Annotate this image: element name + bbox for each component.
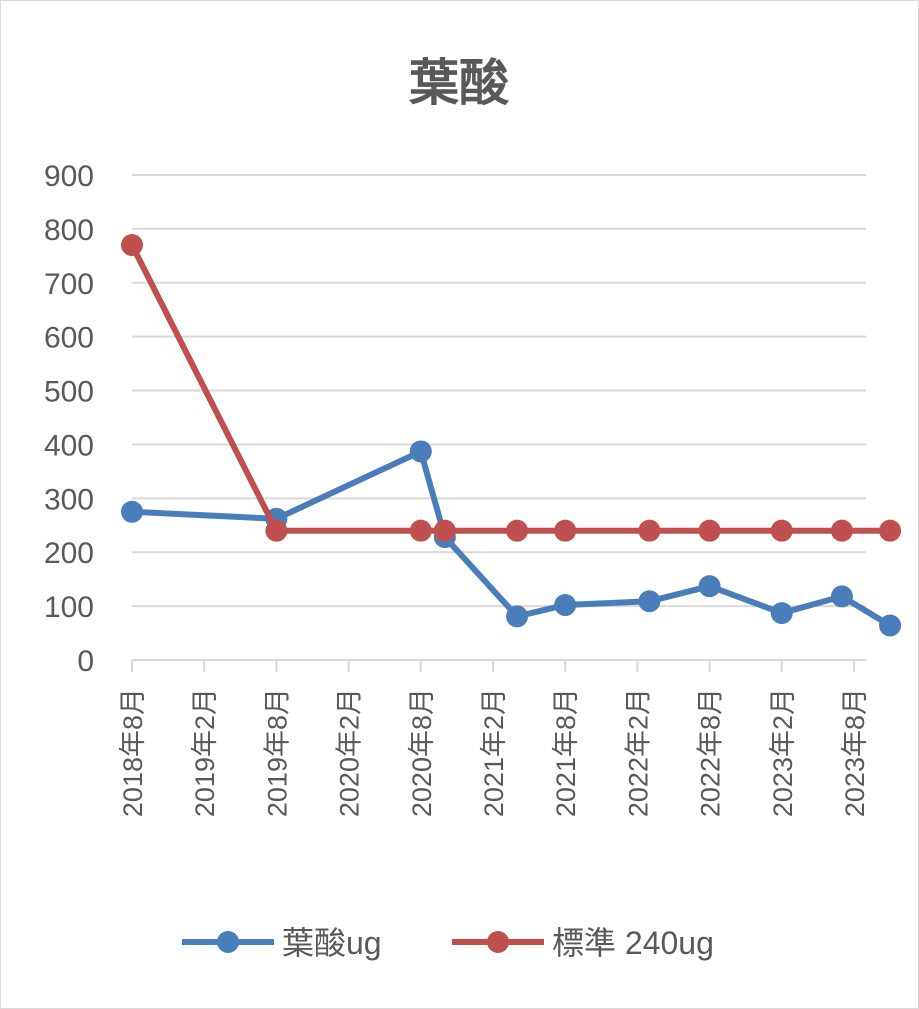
series-2 bbox=[121, 234, 902, 542]
data-point bbox=[409, 440, 432, 463]
x-tick-label: 2022年8月 bbox=[696, 688, 726, 817]
y-tick-label: 600 bbox=[44, 322, 94, 355]
x-tick-label: 2023年8月 bbox=[840, 688, 870, 817]
x-tick-label: 2021年8月 bbox=[551, 688, 581, 817]
y-tick-label: 800 bbox=[44, 214, 94, 247]
data-point bbox=[554, 519, 577, 542]
series-group bbox=[121, 234, 902, 637]
x-tick-label: 2018年8月 bbox=[118, 688, 148, 817]
x-tick-label: 2023年2月 bbox=[768, 688, 798, 817]
legend-marker bbox=[487, 931, 509, 953]
legend-item-1: 葉酸ug bbox=[182, 925, 382, 961]
data-point bbox=[698, 519, 721, 542]
legend-label: 標準 240ug bbox=[552, 925, 714, 961]
data-point bbox=[554, 594, 577, 617]
data-point bbox=[506, 519, 529, 542]
data-point bbox=[770, 602, 793, 625]
legend-item-2: 標準 240ug bbox=[452, 925, 714, 961]
data-point bbox=[770, 519, 793, 542]
gridlines bbox=[132, 174, 866, 661]
data-point bbox=[698, 575, 721, 598]
data-point bbox=[830, 585, 853, 608]
data-point bbox=[879, 519, 902, 542]
y-tick-label: 300 bbox=[44, 483, 94, 516]
data-point bbox=[506, 605, 529, 628]
data-point bbox=[879, 614, 902, 637]
y-tick-label: 100 bbox=[44, 591, 94, 624]
x-tick-label: 2020年2月 bbox=[335, 688, 365, 817]
x-tick-label: 2022年2月 bbox=[623, 688, 653, 817]
y-tick-label: 200 bbox=[44, 537, 94, 570]
data-point bbox=[638, 519, 661, 542]
data-point bbox=[121, 234, 143, 257]
x-tick-label: 2020年8月 bbox=[407, 688, 437, 817]
data-point bbox=[638, 590, 661, 613]
x-tick-label: 2019年8月 bbox=[262, 688, 292, 817]
chart-title: 葉酸 bbox=[408, 54, 510, 112]
legend-label: 葉酸ug bbox=[282, 925, 382, 961]
y-axis-ticks: 0 100 200 300 400 500 600 700 800 900 bbox=[44, 160, 94, 678]
series-line bbox=[129, 242, 894, 534]
y-tick-label: 0 bbox=[77, 645, 94, 678]
y-tick-label: 400 bbox=[44, 429, 94, 462]
y-tick-label: 700 bbox=[44, 268, 94, 301]
data-point bbox=[433, 519, 456, 542]
data-point bbox=[121, 500, 143, 523]
x-tick-label: 2021年2月 bbox=[479, 688, 509, 817]
data-point bbox=[409, 519, 432, 542]
data-point bbox=[265, 519, 288, 542]
x-tick-label: 2019年2月 bbox=[190, 688, 220, 817]
legend-marker bbox=[217, 931, 239, 953]
data-point bbox=[830, 519, 853, 542]
y-tick-label: 900 bbox=[44, 160, 94, 193]
y-tick-label: 500 bbox=[44, 376, 94, 409]
x-axis: 2018年8月 2019年2月 2019年8月 2020年2月 2020年8月 2021年… bbox=[118, 659, 870, 817]
legend: 葉酸ug 標準 240ug bbox=[182, 925, 714, 961]
